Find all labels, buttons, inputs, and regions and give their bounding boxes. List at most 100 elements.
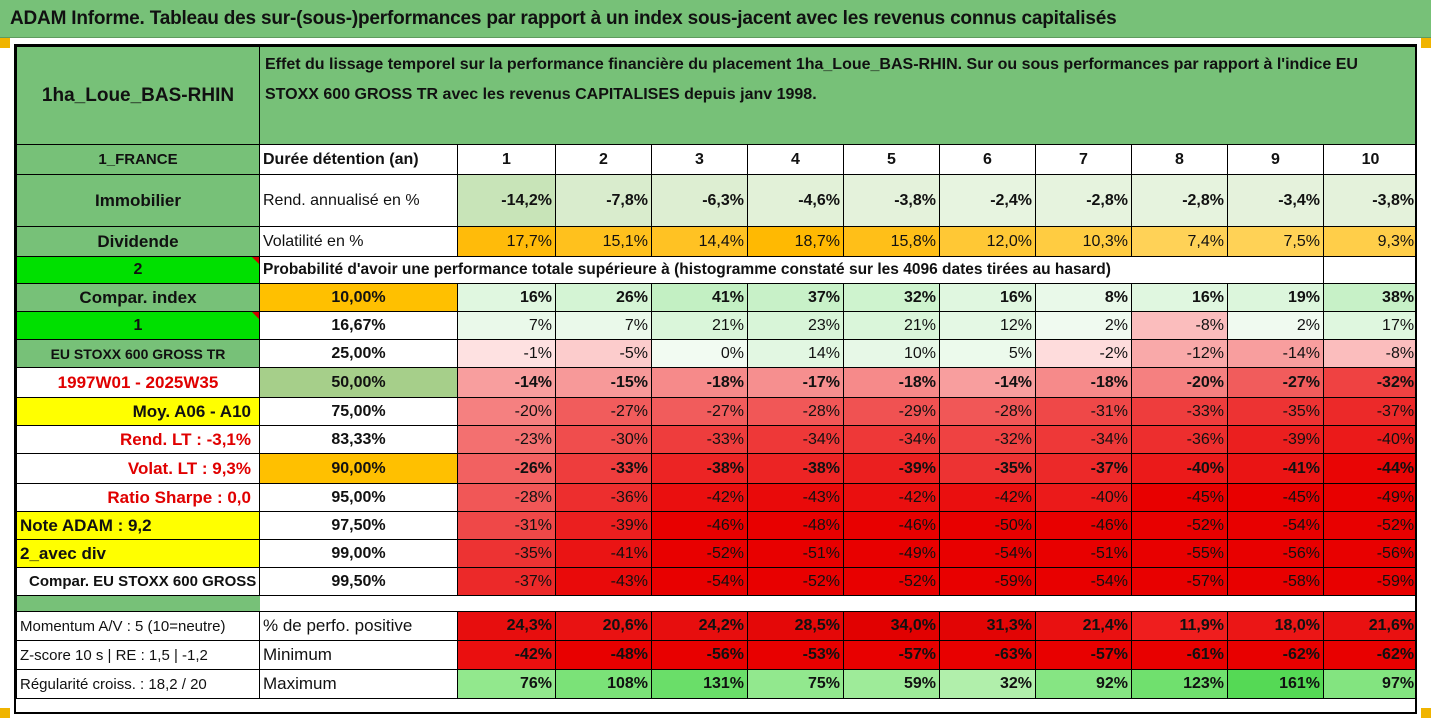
- performance-table: 1ha_Loue_BAS-RHIN Effet du lissage tempo…: [16, 46, 1416, 699]
- report-title: ADAM Informe. Tableau des sur-(sous-)per…: [10, 8, 1117, 29]
- quantile-percent: 90,00%: [259, 453, 458, 484]
- quantile-value-cell: -52%: [651, 539, 748, 568]
- quantile-value-cell: -46%: [651, 511, 748, 540]
- annualized-return-cell: -14,2%: [457, 174, 556, 227]
- year-header: 1: [457, 144, 556, 175]
- quantile-value-cell: 26%: [555, 283, 652, 312]
- year-header: 2: [555, 144, 652, 175]
- quantile-side-label: Moy. A06 - A10: [16, 397, 260, 426]
- annualized-return-cell: -3,4%: [1227, 174, 1324, 227]
- quantile-value-cell: -28%: [939, 397, 1036, 426]
- quantile-value-cell: -27%: [651, 397, 748, 426]
- stat-value-cell: 11,9%: [1131, 611, 1228, 641]
- quantile-value-cell: -5%: [555, 339, 652, 368]
- quantile-percent: 97,50%: [259, 511, 458, 540]
- quantile-value-cell: -14%: [457, 367, 556, 398]
- quantile-value-cell: 5%: [939, 339, 1036, 368]
- corner-marker: [1421, 38, 1431, 48]
- stat-value-cell: 31,3%: [939, 611, 1036, 641]
- quantile-value-cell: -26%: [457, 453, 556, 484]
- stat-value-cell: 28,5%: [747, 611, 844, 641]
- quantile-value-cell: 21%: [843, 311, 940, 340]
- quantile-value-cell: 0%: [651, 339, 748, 368]
- description-cell: Effet du lissage temporel sur la perform…: [258, 46, 1415, 145]
- quantile-value-cell: -8%: [1322, 339, 1415, 368]
- quantile-value-cell: -32%: [1322, 367, 1415, 398]
- quantile-value-cell: -31%: [457, 511, 556, 540]
- year-header: 10: [1322, 144, 1415, 175]
- stat-value-cell: 24,3%: [457, 611, 556, 641]
- volatility-label: Volatilité en %: [259, 226, 458, 257]
- quantile-value-cell: -35%: [1227, 397, 1324, 426]
- quantile-side-label: Compar. EU STOXX 600 GROSS TR: [16, 567, 260, 596]
- stat-label: Minimum: [259, 640, 458, 670]
- quantile-side-label: 2_avec div: [16, 539, 260, 568]
- corner-marker: [0, 708, 10, 718]
- quantile-value-cell: -33%: [555, 453, 652, 484]
- quantile-value-cell: -29%: [843, 397, 940, 426]
- quantile-value-cell: -33%: [1131, 397, 1228, 426]
- quantile-value-cell: -36%: [1131, 425, 1228, 454]
- stat-value-cell: 123%: [1131, 669, 1228, 699]
- holding-duration-label: Durée détention (an): [259, 144, 458, 175]
- stat-value-cell: 131%: [651, 669, 748, 699]
- quantile-value-cell: 32%: [843, 283, 940, 312]
- quantile-value-cell: -39%: [1227, 425, 1324, 454]
- stat-value-cell: 97%: [1322, 669, 1415, 699]
- stat-value-cell: 75%: [747, 669, 844, 699]
- quantile-value-cell: -27%: [1227, 367, 1324, 398]
- report-table-frame: 1ha_Loue_BAS-RHIN Effet du lissage tempo…: [14, 44, 1417, 714]
- quantile-value-cell: -2%: [1035, 339, 1132, 368]
- volatility-cell: 7,5%: [1227, 226, 1324, 257]
- quantile-percent: 75,00%: [259, 397, 458, 426]
- stat-value-cell: -48%: [555, 640, 652, 670]
- quantile-side-label: EU STOXX 600 GROSS TR: [16, 339, 260, 368]
- stat-value-cell: 76%: [457, 669, 556, 699]
- quantile-value-cell: -52%: [1322, 511, 1415, 540]
- quantile-side-label: 1: [16, 311, 260, 340]
- volatility-cell: 15,8%: [843, 226, 940, 257]
- quantile-value-cell: -55%: [1131, 539, 1228, 568]
- quantile-value-cell: -52%: [843, 567, 940, 596]
- quantile-value-cell: -39%: [843, 453, 940, 484]
- quantile-value-cell: 8%: [1035, 283, 1132, 312]
- category-label: Dividende: [16, 226, 260, 257]
- quantile-value-cell: -18%: [651, 367, 748, 398]
- quantile-percent: 99,50%: [259, 567, 458, 596]
- empty-cell: [1227, 256, 1324, 284]
- quantile-value-cell: -56%: [1227, 539, 1324, 568]
- quantile-value-cell: -40%: [1322, 425, 1415, 454]
- stat-value-cell: 32%: [939, 669, 1036, 699]
- stat-value-cell: 21,4%: [1035, 611, 1132, 641]
- quantile-percent: 99,00%: [259, 539, 458, 568]
- spacer-cell: [260, 596, 1416, 612]
- quantile-value-cell: 16%: [939, 283, 1036, 312]
- quantile-value-cell: -41%: [555, 539, 652, 568]
- quantile-value-cell: -45%: [1131, 483, 1228, 512]
- stat-value-cell: -63%: [939, 640, 1036, 670]
- annualized-return-label: Rend. annualisé en %: [259, 174, 458, 227]
- quantile-value-cell: -42%: [651, 483, 748, 512]
- title-bar: ADAM Informe. Tableau des sur-(sous-)per…: [0, 0, 1431, 38]
- stat-side-label: Régularité croiss. : 18,2 / 20: [16, 669, 260, 699]
- quantile-value-cell: -43%: [747, 483, 844, 512]
- quantile-value-cell: -58%: [1227, 567, 1324, 596]
- quantile-percent: 25,00%: [259, 339, 458, 368]
- quantile-value-cell: -35%: [939, 453, 1036, 484]
- year-header: 9: [1227, 144, 1324, 175]
- quantile-value-cell: -48%: [747, 511, 844, 540]
- year-header: 3: [651, 144, 748, 175]
- asset-name-cell: 1ha_Loue_BAS-RHIN: [16, 46, 260, 145]
- annualized-return-cell: -7,8%: [555, 174, 652, 227]
- quantile-value-cell: -12%: [1131, 339, 1228, 368]
- stat-value-cell: -57%: [843, 640, 940, 670]
- quantile-value-cell: -35%: [457, 539, 556, 568]
- empty-cell: [1322, 256, 1415, 284]
- stat-value-cell: 20,6%: [555, 611, 652, 641]
- quantile-percent: 16,67%: [259, 311, 458, 340]
- stat-value-cell: 21,6%: [1322, 611, 1415, 641]
- stat-side-label: Momentum A/V : 5 (10=neutre): [16, 611, 260, 641]
- quantile-value-cell: -57%: [1131, 567, 1228, 596]
- quantile-percent: 50,00%: [259, 367, 458, 398]
- scenario-number: 2: [16, 256, 260, 284]
